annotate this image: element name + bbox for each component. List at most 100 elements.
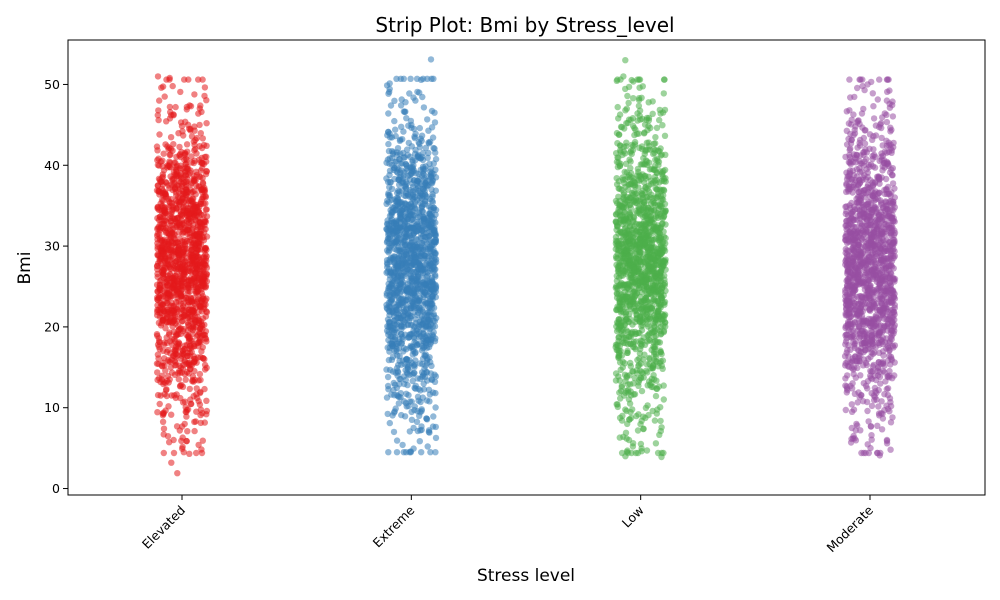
data-point xyxy=(161,355,168,362)
data-point xyxy=(636,172,643,179)
data-point xyxy=(643,161,651,169)
data-point xyxy=(404,151,411,159)
data-point xyxy=(203,364,210,371)
data-point xyxy=(155,188,162,195)
data-point xyxy=(195,76,202,83)
data-point xyxy=(648,208,655,215)
data-point xyxy=(614,255,621,262)
data-point xyxy=(891,185,898,192)
data-point xyxy=(415,170,422,177)
data-point xyxy=(627,392,635,399)
data-point xyxy=(651,344,658,351)
data-point xyxy=(865,418,872,425)
data-point xyxy=(432,434,440,442)
data-point xyxy=(414,304,421,312)
data-point xyxy=(200,276,207,284)
data-point xyxy=(616,131,623,138)
data-point xyxy=(428,124,436,131)
data-point xyxy=(858,449,865,457)
data-point xyxy=(396,393,403,401)
data-point xyxy=(398,179,405,186)
outlier-point xyxy=(186,450,193,457)
data-point xyxy=(196,259,204,266)
data-point xyxy=(408,170,415,177)
data-point xyxy=(419,93,426,101)
outlier-point xyxy=(625,83,633,91)
data-point xyxy=(203,338,210,345)
data-point xyxy=(185,299,193,306)
data-point xyxy=(657,347,664,354)
data-point xyxy=(178,264,186,271)
data-point xyxy=(656,431,663,438)
data-point xyxy=(637,196,645,203)
data-point xyxy=(154,409,161,416)
data-point xyxy=(659,122,666,129)
data-point xyxy=(645,411,652,419)
data-point xyxy=(402,256,409,264)
data-point xyxy=(201,321,208,328)
data-point xyxy=(624,230,631,237)
series-extreme xyxy=(383,56,440,456)
outlier-point xyxy=(399,441,406,449)
data-point xyxy=(397,283,405,291)
data-point xyxy=(403,115,410,122)
data-point xyxy=(403,296,410,304)
outlier-point xyxy=(166,74,173,82)
data-point xyxy=(639,83,646,90)
data-point xyxy=(612,377,620,384)
data-point xyxy=(408,408,415,416)
data-point xyxy=(427,358,434,366)
data-point xyxy=(644,267,651,275)
data-point xyxy=(175,215,182,222)
data-point xyxy=(397,296,404,303)
data-point xyxy=(386,212,394,219)
data-point xyxy=(391,117,398,125)
outlier-point xyxy=(183,413,190,420)
data-point xyxy=(386,283,393,291)
data-point xyxy=(411,268,418,276)
data-point xyxy=(424,246,431,253)
data-point xyxy=(404,321,412,328)
data-point xyxy=(393,384,401,392)
data-point xyxy=(156,400,163,408)
data-point xyxy=(155,295,162,302)
data-point xyxy=(403,146,411,153)
data-point xyxy=(180,307,187,314)
data-point xyxy=(154,112,161,119)
data-point xyxy=(177,364,185,371)
data-point xyxy=(189,376,196,384)
outlier-point xyxy=(622,453,629,460)
data-point xyxy=(165,331,173,338)
data-point xyxy=(154,369,161,376)
data-point xyxy=(173,204,180,212)
data-point xyxy=(660,328,667,336)
data-point xyxy=(392,306,400,313)
outlier-point xyxy=(402,99,409,106)
outlier-point xyxy=(615,115,622,122)
data-point xyxy=(405,139,412,147)
data-point xyxy=(643,306,651,314)
data-point xyxy=(424,214,431,222)
data-point xyxy=(404,215,411,223)
data-point xyxy=(652,134,659,141)
data-point xyxy=(622,224,629,232)
data-point xyxy=(183,212,191,219)
data-point xyxy=(615,282,623,289)
data-point xyxy=(166,185,173,192)
data-point xyxy=(633,251,641,258)
outlier-point xyxy=(410,424,417,432)
data-point xyxy=(403,241,411,248)
outlier-point xyxy=(392,126,399,133)
series-moderate xyxy=(841,76,899,459)
data-point xyxy=(634,427,642,434)
data-point xyxy=(160,251,167,258)
data-point xyxy=(154,225,161,233)
data-point xyxy=(179,165,186,172)
data-point xyxy=(173,305,181,313)
data-point xyxy=(614,303,621,310)
data-point xyxy=(659,215,666,222)
data-point xyxy=(190,393,197,400)
data-point xyxy=(640,179,648,186)
data-point xyxy=(411,403,418,410)
outlier-point xyxy=(407,448,414,455)
